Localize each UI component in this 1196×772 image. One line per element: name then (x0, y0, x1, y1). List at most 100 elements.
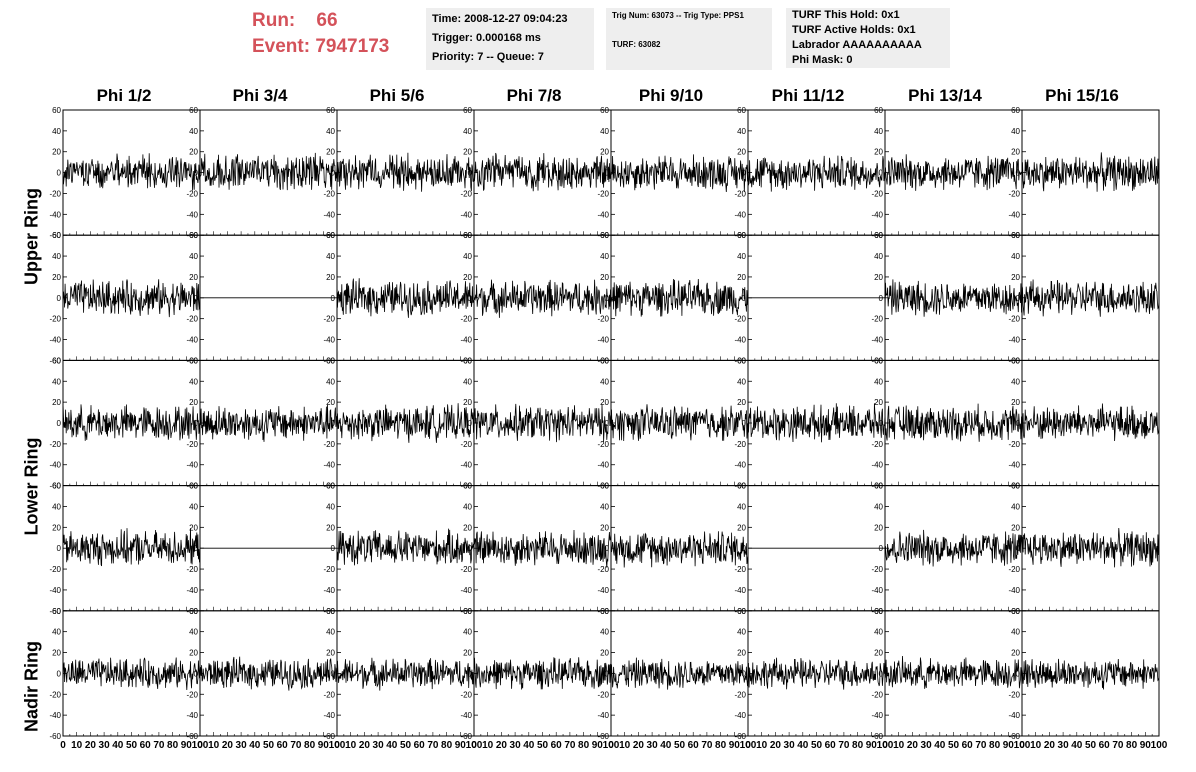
waveform-trace (199, 656, 338, 691)
col-header-2: Phi 3/4 (232, 86, 288, 105)
y-tick-label: 0 (468, 669, 473, 678)
y-tick-label: 60 (874, 482, 883, 491)
y-tick-label: 60 (1011, 231, 1020, 240)
y-tick-label: -60 (871, 231, 883, 240)
x-tick-label: 10 (482, 740, 494, 751)
y-tick-label: -20 (460, 565, 472, 574)
y-tick-label: 60 (326, 106, 335, 115)
y-tick-label: 0 (1016, 294, 1021, 303)
y-tick-label: 40 (326, 252, 335, 261)
y-tick-label: -20 (49, 690, 61, 699)
y-tick-label: 40 (189, 377, 198, 386)
y-tick-label: 40 (463, 252, 472, 261)
waveform-trace (610, 657, 749, 690)
y-tick-label: 20 (326, 523, 335, 532)
y-tick-label: -20 (734, 189, 746, 198)
y-tick-label: -20 (186, 315, 198, 324)
x-tick-label: 60 (277, 740, 289, 751)
y-tick-label: 60 (1011, 356, 1020, 365)
y-tick-label: -20 (460, 440, 472, 449)
waveform-panel-r2-c3: 60 40 20 0 -20 -40 -60 (323, 231, 475, 365)
y-tick-label: -20 (323, 189, 335, 198)
y-tick-label: -40 (597, 210, 609, 219)
event-value: 7947173 (315, 36, 390, 57)
x-tick-label: 10 (345, 740, 357, 751)
y-tick-label: 40 (600, 127, 609, 136)
y-tick-label: 20 (737, 273, 746, 282)
y-tick-label: -20 (871, 189, 883, 198)
y-tick-label: -20 (1008, 690, 1020, 699)
y-tick-label: 20 (463, 398, 472, 407)
x-tick-label: 60 (1099, 740, 1111, 751)
turf-active-text: TURF Active Holds: 0x1 (792, 24, 916, 36)
y-tick-label: 0 (1016, 169, 1021, 178)
col-header-6: Phi 11/12 (771, 86, 845, 105)
y-tick-label: -60 (871, 732, 883, 741)
x-tick-label: 20 (359, 740, 371, 751)
y-tick-label: -40 (597, 586, 609, 595)
waveform-panel-r4-c6: 60 40 20 0 -20 -40 -60 (734, 482, 886, 616)
waveform-trace (336, 278, 475, 318)
y-tick-label: -60 (597, 607, 609, 616)
y-tick-label: 40 (874, 127, 883, 136)
turf-info-panel: TURF This Hold: 0x1 TURF Active Holds: 0… (786, 8, 950, 68)
y-tick-label: -60 (734, 607, 746, 616)
y-tick-label: -20 (186, 440, 198, 449)
x-tick-label: 60 (962, 740, 974, 751)
x-tick-label: 80 (304, 740, 316, 751)
x-tick-label: 30 (1058, 740, 1070, 751)
x-tick-label: 70 (427, 740, 439, 751)
y-tick-label: 60 (326, 607, 335, 616)
y-tick-label: 20 (52, 649, 61, 658)
x-tick-label: 60 (551, 740, 563, 751)
waveform-trace (473, 657, 612, 690)
y-tick-label: -60 (734, 231, 746, 240)
waveform-panel-r4-c3: 60 40 20 0 -20 -40 -60 (323, 482, 475, 616)
y-tick-label: 20 (463, 649, 472, 658)
y-tick-label: 40 (463, 127, 472, 136)
y-tick-label: 60 (874, 106, 883, 115)
waveform-trace (747, 403, 886, 443)
x-tick-label: 20 (85, 740, 97, 751)
y-tick-label: 40 (1011, 377, 1020, 386)
y-tick-label: 60 (189, 356, 198, 365)
waveform-panel-r5-c6: 60 40 20 0 -20 -40 -60 (734, 607, 886, 741)
x-tick-label: 60 (140, 740, 152, 751)
x-tick-label: 50 (263, 740, 275, 751)
x-tick-label: 70 (290, 740, 302, 751)
y-tick-label: -40 (1008, 711, 1020, 720)
y-tick-label: -60 (186, 231, 198, 240)
panel-frame (747, 109, 886, 236)
y-tick-label: 60 (874, 607, 883, 616)
y-tick-label: -20 (186, 690, 198, 699)
waveform-trace (62, 402, 201, 441)
waveform-panel-r3-c1: 60 40 20 0 -20 -40 -60 (49, 356, 201, 491)
waveform-panel-r1-c8: 60 40 20 0 -20 -40 -60 (1008, 106, 1160, 240)
waveform-panel-r1-c2: 60 40 20 0 -20 -40 -60 (186, 106, 338, 240)
x-tick-label: 80 (852, 740, 864, 751)
y-tick-label: -60 (323, 607, 335, 616)
y-tick-label: -40 (871, 210, 883, 219)
y-tick-label: 40 (326, 502, 335, 511)
y-tick-label: 20 (874, 148, 883, 157)
y-tick-label: 20 (737, 523, 746, 532)
x-tick-label: 40 (523, 740, 535, 751)
y-tick-label: 20 (874, 649, 883, 658)
y-tick-label: 60 (189, 607, 198, 616)
y-tick-label: -60 (49, 356, 61, 365)
y-tick-label: -20 (597, 315, 609, 324)
x-tick-label: 0 (1019, 740, 1025, 751)
waveform-panel-r5-c3: 60 40 20 0 -20 -40 -60 (323, 607, 475, 741)
y-tick-label: 0 (1016, 544, 1021, 553)
y-tick-label: -40 (186, 210, 198, 219)
y-tick-label: 0 (1016, 419, 1021, 428)
waveform-trace (336, 657, 475, 691)
y-tick-label: -40 (734, 210, 746, 219)
y-tick-label: 0 (331, 669, 336, 678)
y-tick-label: 40 (463, 628, 472, 637)
y-tick-label: 0 (57, 669, 62, 678)
waveform-trace (199, 152, 338, 191)
waveform-panel-r5-c8: 60 40 20 0 -20 -40 -60 (1008, 607, 1160, 741)
